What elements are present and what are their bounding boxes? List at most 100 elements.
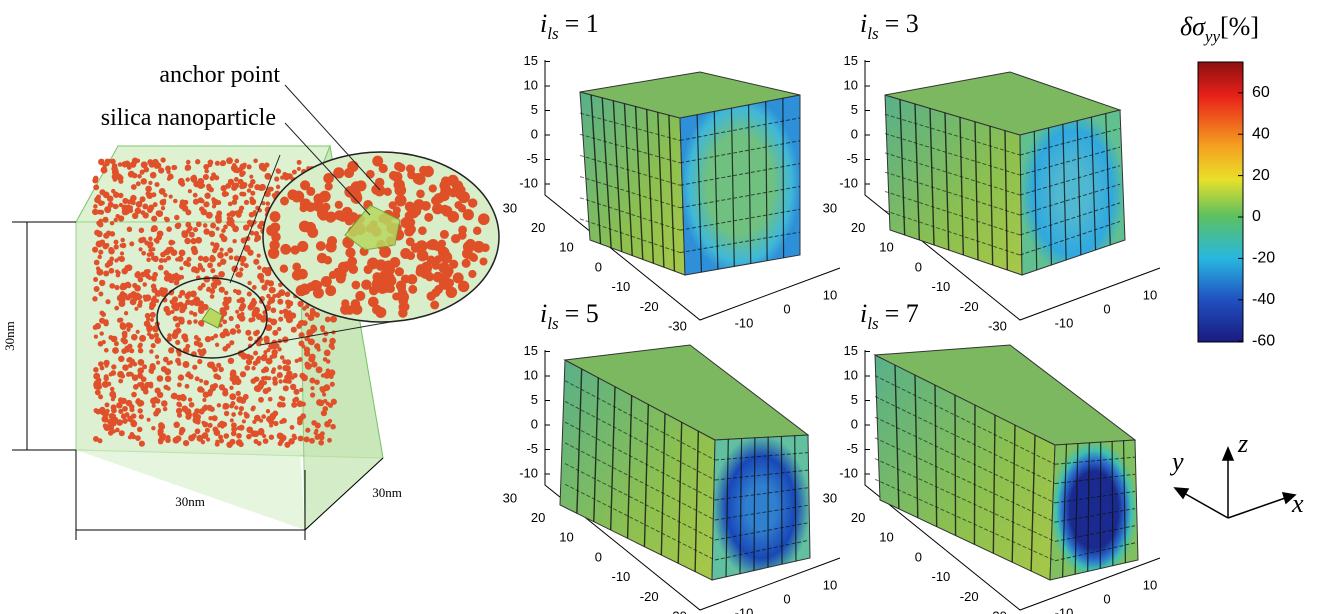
- tick-label: -10: [839, 175, 858, 190]
- particle: [111, 364, 116, 369]
- particle: [292, 434, 297, 439]
- colorbar-bar: [1198, 62, 1243, 342]
- particle: [155, 355, 159, 359]
- particle: [284, 365, 290, 371]
- particle: [277, 327, 281, 331]
- rhs: = 1: [565, 9, 599, 38]
- particle: [185, 373, 189, 377]
- particle: [259, 184, 266, 191]
- particle: [219, 438, 224, 443]
- particle: [103, 360, 109, 366]
- particle: [139, 247, 143, 251]
- particle: [341, 299, 349, 307]
- particle: [430, 301, 439, 310]
- particle: [195, 237, 202, 244]
- tick-label: -20: [960, 589, 979, 604]
- particle: [438, 240, 446, 248]
- particle: [234, 159, 239, 164]
- particle: [269, 240, 279, 250]
- particle: [217, 403, 221, 407]
- particle: [150, 312, 156, 318]
- particle: [264, 162, 269, 167]
- particle: [236, 439, 243, 446]
- particle: [366, 170, 375, 179]
- particle: [143, 295, 147, 299]
- particle: [192, 175, 197, 180]
- particle: [120, 251, 124, 255]
- particle: [110, 221, 114, 225]
- particle: [118, 179, 123, 184]
- particle: [240, 371, 246, 377]
- particle: [139, 228, 145, 234]
- tick-label: 10: [559, 240, 573, 255]
- tick-label: -10: [932, 569, 951, 584]
- particle: [398, 308, 407, 317]
- particle: [473, 226, 481, 234]
- particle: [162, 199, 166, 203]
- particle: [224, 411, 229, 416]
- particle: [280, 402, 285, 407]
- particle: [327, 236, 337, 246]
- particle: [93, 184, 99, 190]
- particle: [257, 265, 261, 269]
- particle: [324, 350, 331, 357]
- particle: [94, 286, 100, 292]
- particle: [401, 274, 410, 283]
- particle: [154, 337, 161, 344]
- mesh: [974, 405, 975, 544]
- particle: [298, 436, 304, 442]
- particle: [139, 335, 146, 342]
- particle: [186, 160, 191, 165]
- particle: [216, 200, 221, 205]
- particle: [198, 263, 202, 267]
- var: i: [860, 299, 867, 328]
- particle: [368, 297, 379, 308]
- sub: ls: [547, 314, 559, 333]
- particle: [165, 437, 171, 443]
- tick-label: -30: [988, 319, 1007, 334]
- particle: [219, 384, 225, 390]
- particle: [239, 315, 246, 322]
- var: i: [540, 9, 547, 38]
- particle: [124, 265, 129, 270]
- particle: [322, 338, 327, 343]
- cube-bottom: [76, 450, 305, 530]
- particle: [118, 379, 123, 384]
- particle: [229, 316, 234, 321]
- particle: [457, 185, 466, 194]
- particle: [197, 386, 203, 392]
- particle: [230, 328, 237, 335]
- particle: [98, 292, 103, 297]
- particle: [109, 248, 113, 252]
- particle: [269, 434, 274, 439]
- particle: [298, 341, 304, 347]
- particle: [407, 251, 416, 260]
- tick-label: 15: [844, 53, 858, 68]
- particle: [163, 258, 168, 263]
- particle: [140, 237, 146, 243]
- particle: [142, 282, 147, 287]
- particle: [128, 372, 133, 377]
- particle: [161, 433, 166, 438]
- particle: [177, 413, 182, 418]
- particle: [136, 181, 141, 186]
- particle: [313, 201, 324, 212]
- tick-label: -10: [1055, 605, 1074, 614]
- particle: [104, 424, 108, 428]
- particle: [155, 299, 159, 303]
- particle: [282, 336, 288, 342]
- particle: [118, 300, 125, 307]
- particle: [224, 192, 229, 197]
- particle: [226, 298, 232, 304]
- particle: [198, 256, 204, 262]
- particle: [180, 199, 186, 205]
- particle: [262, 267, 268, 273]
- particle: [133, 362, 138, 367]
- particle: [318, 440, 324, 446]
- particle: [93, 373, 100, 380]
- particle: [133, 174, 137, 178]
- particle: [107, 419, 113, 425]
- particle: [169, 195, 173, 199]
- particle: [264, 281, 269, 286]
- particle: [269, 287, 275, 293]
